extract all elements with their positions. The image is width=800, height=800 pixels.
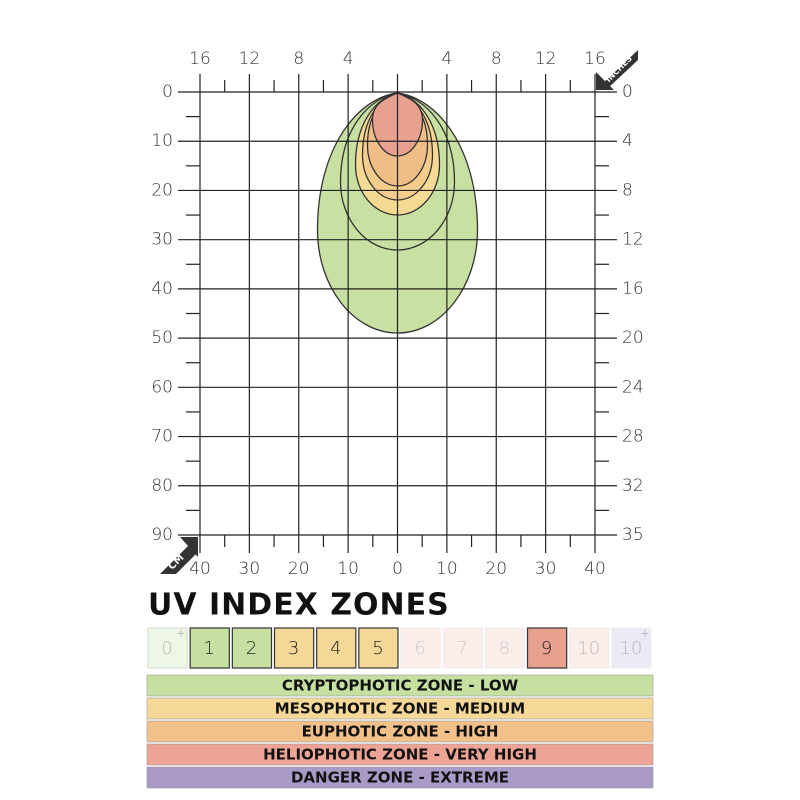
index-label: 0 xyxy=(161,638,172,659)
right-inch-label: 32 xyxy=(622,476,644,496)
top-inch-label: 12 xyxy=(535,49,557,69)
top-inch-label: 12 xyxy=(239,49,261,69)
index-label: 4 xyxy=(330,638,341,659)
zone-bar xyxy=(146,743,654,766)
top-inch-label: 4 xyxy=(343,49,354,69)
zone-label: MESOPHOTIC ZONE - MEDIUM xyxy=(275,700,525,718)
left-cm-label: 30 xyxy=(151,230,173,250)
index-label: 10 xyxy=(619,638,642,659)
index-box xyxy=(442,627,483,669)
zone-label: HELIOPHOTIC ZONE - VERY HIGH xyxy=(263,746,537,764)
left-cm-label: 70 xyxy=(151,427,173,447)
bottom-cm-label: 30 xyxy=(535,559,557,579)
left-cm-label: 80 xyxy=(151,476,173,496)
left-cm-label: 90 xyxy=(151,525,173,545)
zone-label: DANGER ZONE - EXTREME xyxy=(291,769,509,787)
index-box xyxy=(316,627,357,669)
badge xyxy=(598,50,638,88)
zone-bar xyxy=(146,697,654,720)
index-box xyxy=(526,627,568,669)
left-cm-label: 0 xyxy=(162,82,173,102)
left-cm-label: 50 xyxy=(151,328,173,348)
title: UV INDEX ZONES xyxy=(148,588,450,623)
index-label: 3 xyxy=(288,638,299,659)
badge-arrow xyxy=(596,72,614,90)
left-cm-label: 10 xyxy=(151,131,173,151)
zone-bar xyxy=(146,674,654,697)
bottom-cm-label: 30 xyxy=(239,559,261,579)
index-label: 9 xyxy=(541,638,552,659)
top-inch-label: 8 xyxy=(293,49,304,69)
bottom-cm-label: 10 xyxy=(337,559,359,579)
right-inch-label: 8 xyxy=(622,180,633,200)
zone-label: CRYPTOPHOTIC ZONE - LOW xyxy=(282,677,519,695)
top-inch-label: 8 xyxy=(491,49,502,69)
right-inch-label: 16 xyxy=(622,279,644,299)
index-box xyxy=(400,627,441,669)
right-inch-label: 35 xyxy=(622,525,644,545)
index-sup: + xyxy=(640,627,649,640)
index-sup: + xyxy=(177,627,186,640)
index-box xyxy=(273,627,315,669)
index-label: 2 xyxy=(246,638,257,659)
right-inch-label: 12 xyxy=(622,230,644,250)
index-label: 8 xyxy=(499,638,510,659)
left-cm-label: 20 xyxy=(151,180,173,200)
bottom-cm-label: 20 xyxy=(485,559,507,579)
right-inch-label: 0 xyxy=(622,82,633,102)
left-cm-label: 60 xyxy=(151,377,173,397)
bottom-cm-label: 0 xyxy=(392,559,403,579)
right-inch-label: 20 xyxy=(622,328,644,348)
index-box xyxy=(569,627,610,669)
top-inch-label: 16 xyxy=(189,49,211,69)
zone-bar xyxy=(146,766,654,789)
right-inch-label: 24 xyxy=(622,377,644,397)
index-box xyxy=(231,627,273,669)
bottom-cm-label: 40 xyxy=(189,559,211,579)
top-inch-label: 4 xyxy=(441,49,452,69)
index-label: 1 xyxy=(204,638,215,659)
index-label: 10 xyxy=(577,638,600,659)
index-label: 7 xyxy=(457,638,468,659)
index-box xyxy=(611,627,652,669)
index-box xyxy=(358,627,399,669)
inches-badge: INCHES xyxy=(604,54,634,84)
bottom-cm-label: 20 xyxy=(288,559,310,579)
zone-bar xyxy=(146,720,654,743)
zone-label: EUPHOTIC ZONE - HIGH xyxy=(302,723,499,741)
index-label: 5 xyxy=(372,638,383,659)
bottom-cm-label: 10 xyxy=(436,559,458,579)
index-box xyxy=(484,627,526,669)
index-box xyxy=(147,627,188,669)
badge-arrow xyxy=(180,537,198,557)
index-box xyxy=(189,627,230,669)
top-inch-label: 16 xyxy=(584,49,606,69)
right-inch-label: 4 xyxy=(622,131,633,151)
right-inch-label: 28 xyxy=(622,427,644,447)
index-label: 6 xyxy=(414,638,425,659)
left-cm-label: 40 xyxy=(151,279,173,299)
badge xyxy=(160,538,196,574)
bottom-cm-label: 40 xyxy=(584,559,606,579)
